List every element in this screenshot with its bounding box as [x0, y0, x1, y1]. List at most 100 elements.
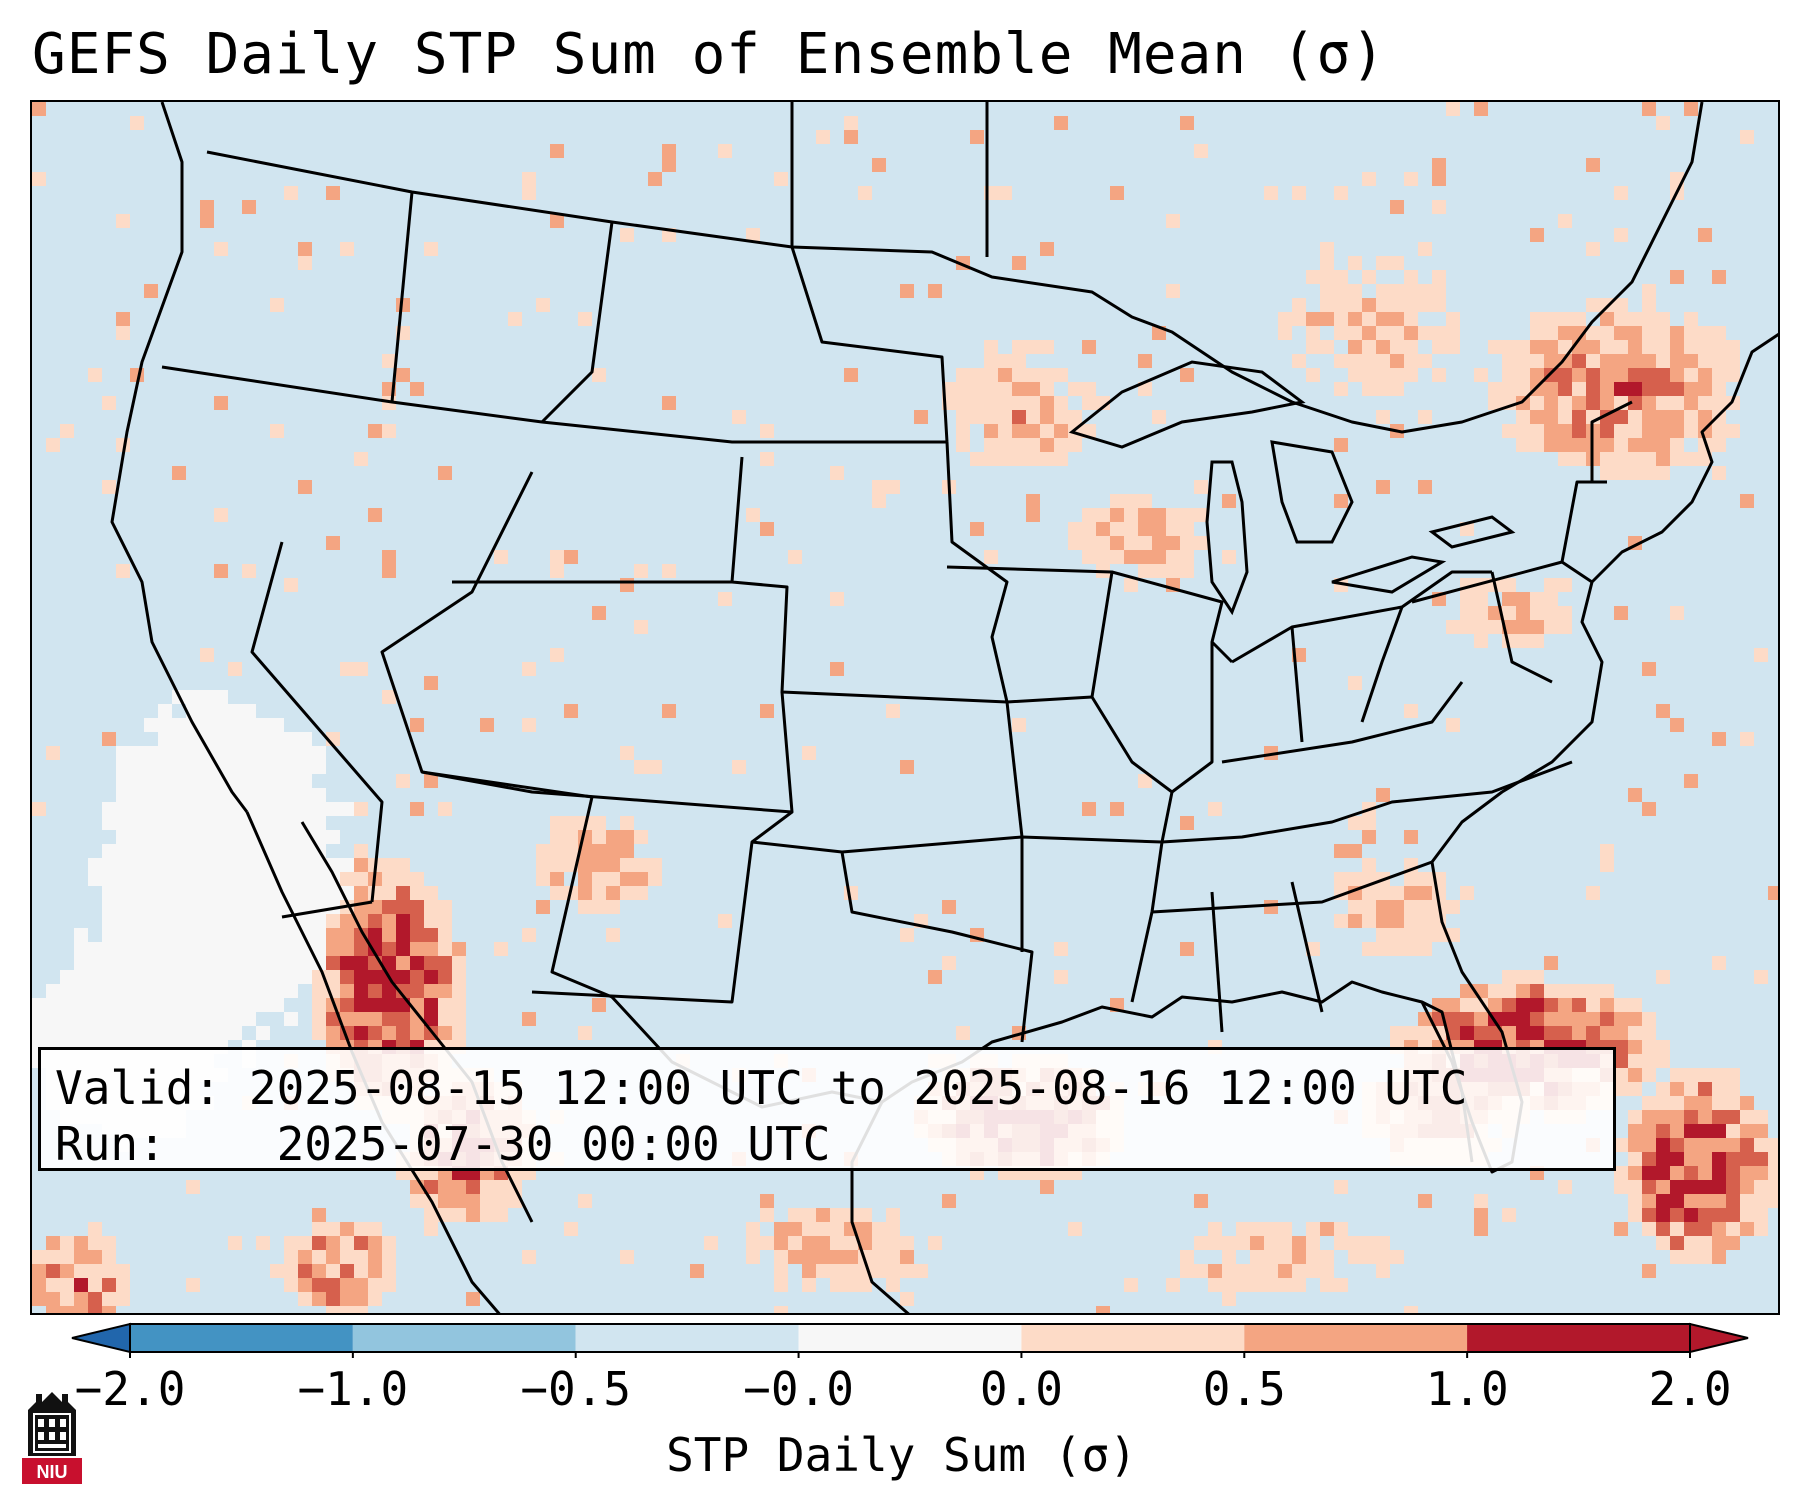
anomaly-cell — [242, 704, 256, 718]
anomaly-cell — [1474, 592, 1488, 606]
anomaly-cell — [354, 452, 368, 466]
anomaly-cell — [228, 872, 242, 886]
anomaly-cell — [1614, 228, 1628, 242]
anomaly-cell — [1614, 1040, 1628, 1054]
anomaly-cell — [1362, 326, 1376, 340]
anomaly-cell — [326, 886, 340, 900]
anomaly-cell — [312, 1222, 326, 1236]
anomaly-cell — [1012, 438, 1026, 452]
anomaly-cell — [74, 1250, 88, 1264]
anomaly-cell — [116, 872, 130, 886]
anomaly-cell — [914, 410, 928, 424]
anomaly-cell — [592, 844, 606, 858]
anomaly-cell — [1656, 1180, 1670, 1194]
anomaly-cell — [466, 1292, 480, 1306]
anomaly-cell — [1362, 340, 1376, 354]
anomaly-cell — [382, 1278, 396, 1292]
anomaly-cell — [452, 956, 466, 970]
anomaly-cell — [1264, 1278, 1278, 1292]
anomaly-cell — [886, 480, 900, 494]
anomaly-cell — [1712, 326, 1726, 340]
anomaly-cell — [1418, 942, 1432, 956]
anomaly-cell — [1376, 312, 1390, 326]
anomaly-cell — [1600, 844, 1614, 858]
anomaly-cell — [368, 1026, 382, 1040]
anomaly-cell — [1180, 550, 1194, 564]
anomaly-cell — [74, 1292, 88, 1306]
anomaly-cell — [536, 298, 550, 312]
anomaly-cell — [1754, 1208, 1768, 1222]
anomaly-cell — [270, 746, 284, 760]
anomaly-cell — [88, 1236, 102, 1250]
anomaly-cell — [1334, 312, 1348, 326]
anomaly-cell — [1586, 396, 1600, 410]
anomaly-cell — [116, 942, 130, 956]
anomaly-cell — [1614, 186, 1628, 200]
anomaly-cell — [900, 928, 914, 942]
anomaly-cell — [1740, 1138, 1754, 1152]
anomaly-cell — [1278, 1278, 1292, 1292]
anomaly-cell — [242, 858, 256, 872]
anomaly-cell — [424, 984, 438, 998]
anomaly-cell — [1544, 312, 1558, 326]
anomaly-cell — [1474, 998, 1488, 1012]
anomaly-cell — [102, 732, 116, 746]
anomaly-cell — [228, 970, 242, 984]
anomaly-cell — [1642, 410, 1656, 424]
anomaly-cell — [1558, 998, 1572, 1012]
anomaly-cell — [1670, 1180, 1684, 1194]
anomaly-cell — [1404, 872, 1418, 886]
anomaly-cell — [312, 1292, 326, 1306]
anomaly-cell — [816, 1222, 830, 1236]
anomaly-cell — [172, 872, 186, 886]
anomaly-cell — [1614, 354, 1628, 368]
anomaly-cell — [74, 970, 88, 984]
anomaly-cell — [1460, 620, 1474, 634]
anomaly-cell — [522, 1012, 536, 1026]
anomaly-cell — [228, 942, 242, 956]
anomaly-cell — [1418, 284, 1432, 298]
anomaly-cell — [1698, 1166, 1712, 1180]
anomaly-cell — [536, 900, 550, 914]
anomaly-cell — [1390, 886, 1404, 900]
lake-michigan — [1205, 460, 1249, 616]
anomaly-cell — [522, 718, 536, 732]
anomaly-cell — [1754, 1138, 1768, 1152]
anomaly-cell — [424, 774, 438, 788]
anomaly-cell — [1726, 1180, 1740, 1194]
anomaly-cell — [368, 424, 382, 438]
anomaly-cell — [1236, 1278, 1250, 1292]
anomaly-cell — [1446, 1012, 1460, 1026]
anomaly-cell — [1306, 1222, 1320, 1236]
anomaly-cell — [858, 1208, 872, 1222]
anomaly-cell — [1572, 1026, 1586, 1040]
anomaly-cell — [760, 522, 774, 536]
anomaly-cell — [1348, 340, 1362, 354]
anomaly-cell — [1502, 382, 1516, 396]
anomaly-cell — [1628, 1180, 1642, 1194]
anomaly-cell — [130, 760, 144, 774]
anomaly-cell — [1474, 634, 1488, 648]
anomaly-cell — [1754, 1180, 1768, 1194]
anomaly-cell — [620, 1250, 634, 1264]
anomaly-cell — [1516, 620, 1530, 634]
anomaly-cell — [340, 242, 354, 256]
anomaly-cell — [1670, 606, 1684, 620]
anomaly-cell — [1446, 340, 1460, 354]
anomaly-cell — [1544, 578, 1558, 592]
anomaly-cell — [578, 312, 592, 326]
anomaly-cell — [1026, 340, 1040, 354]
anomaly-cell — [1208, 1278, 1222, 1292]
anomaly-cell — [816, 1250, 830, 1264]
anomaly-cell — [158, 928, 172, 942]
anomaly-cell — [424, 1012, 438, 1026]
anomaly-cell — [1152, 522, 1166, 536]
anomaly-cell — [158, 872, 172, 886]
anomaly-cell — [326, 830, 340, 844]
anomaly-cell — [886, 1236, 900, 1250]
anomaly-cell — [1754, 970, 1768, 984]
anomaly-cell — [438, 984, 452, 998]
anomaly-cell — [130, 844, 144, 858]
anomaly-cell — [1110, 550, 1124, 564]
anomaly-cell — [1488, 382, 1502, 396]
